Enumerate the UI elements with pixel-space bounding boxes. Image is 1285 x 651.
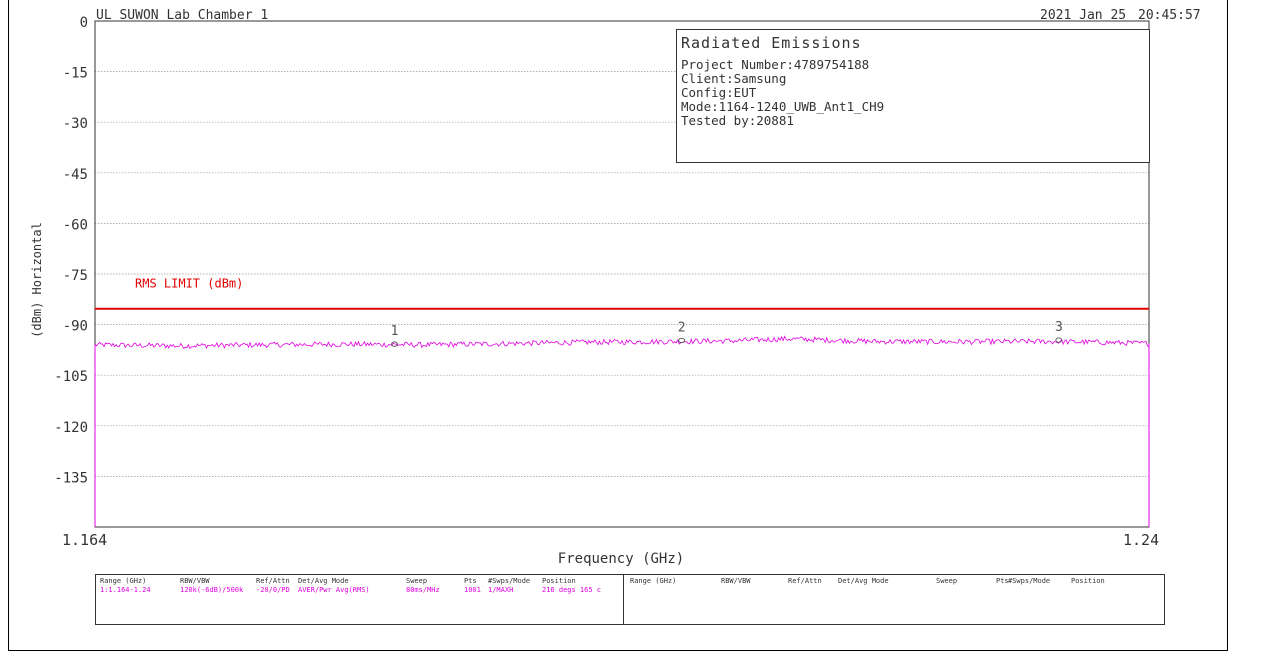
x-tick-start: 1.164 xyxy=(62,531,107,549)
param-value: 80ms/MHz xyxy=(406,586,440,594)
y-tick-label: -90 xyxy=(63,319,88,335)
info-box: Radiated Emissions Project Number:478975… xyxy=(676,29,1150,163)
param-header: Sweep xyxy=(936,577,958,585)
param-value: 1/MAXH xyxy=(488,586,514,594)
param-header: Range (GHz) xyxy=(630,577,677,585)
info-client: Client:Samsung xyxy=(681,71,787,86)
report-time: 20:45:57 xyxy=(1138,8,1201,23)
info-title: Radiated Emissions xyxy=(681,34,862,52)
marker-label: 2 xyxy=(678,320,686,335)
y-tick-label: -75 xyxy=(63,268,88,284)
x-tick-end: 1.24 xyxy=(1123,531,1159,549)
param-header: Range (GHz) xyxy=(100,577,147,585)
param-value: -20/0/PD xyxy=(256,586,290,594)
y-tick-label: -30 xyxy=(63,116,88,132)
x-axis-label: Frequency (GHz) xyxy=(558,551,684,567)
page-frame-right xyxy=(1227,0,1228,651)
emission-trace xyxy=(94,335,1150,350)
marker-point xyxy=(391,341,399,347)
rms-limit-label: RMS LIMIT (dBm) xyxy=(135,276,243,290)
param-header: Position xyxy=(542,577,576,585)
param-value: 1:1.164-1.24 xyxy=(100,586,151,594)
param-header: Det/Avg Mode xyxy=(298,577,349,585)
y-tick-label: 0 xyxy=(80,15,88,31)
param-header: Det/Avg Mode xyxy=(838,577,889,585)
plot-area-border xyxy=(94,20,1150,528)
param-header: Ref/Attn xyxy=(256,577,290,585)
y-tick-label: -60 xyxy=(63,217,88,233)
marker-point xyxy=(678,337,686,344)
info-tested-by: Tested by:20881 xyxy=(681,113,794,128)
y-tick-label: -15 xyxy=(63,66,88,82)
y-axis-ticks: 0 -15 -30 -45 -60 -75 -90 -105 -120 -135 xyxy=(54,15,88,486)
param-value: 120k(-6dB)/500k xyxy=(180,586,244,594)
param-header: Sweep xyxy=(406,577,428,585)
peak-markers: 1 2 3 xyxy=(391,320,1063,347)
y-tick-label: -120 xyxy=(54,420,88,436)
lab-name: UL SUWON Lab Chamber 1 xyxy=(96,8,269,23)
param-header: Position xyxy=(1071,577,1105,585)
param-header: RBW/VBW xyxy=(180,577,210,585)
param-header: RBW/VBW xyxy=(721,577,751,585)
sweep-parameters-table: Range (GHz) 1:1.164-1.24 RBW/VBW 120k(-6dB)… xyxy=(95,574,1165,625)
marker-label: 3 xyxy=(1055,320,1063,335)
report-date: 2021 Jan 25 xyxy=(1040,8,1127,23)
y-axis-label: (dBm) Horizontal xyxy=(30,222,44,338)
info-project-number: Project Number:4789754188 xyxy=(681,57,870,72)
y-tick-label: -135 xyxy=(54,470,88,486)
param-value: 1001 xyxy=(464,586,481,594)
marker-label: 1 xyxy=(391,324,399,339)
page-frame-left xyxy=(8,0,9,651)
marker-point xyxy=(1055,337,1063,343)
param-value: AVER/Pwr Avg(RMS) xyxy=(298,586,370,594)
param-header: Ref/Attn xyxy=(788,577,822,585)
y-tick-label: -105 xyxy=(54,369,88,385)
info-config: Config:EUT xyxy=(681,85,757,100)
param-value: 216 degs 165 c xyxy=(542,586,602,594)
info-mode: Mode:1164-1240_UWB_Ant1_CH9 xyxy=(681,99,885,114)
y-tick-label: -45 xyxy=(63,167,88,183)
table-divider xyxy=(623,575,624,624)
param-header: Pts xyxy=(464,577,477,585)
param-header: #Swps/Mode xyxy=(1008,577,1051,585)
param-header: #Swps/Mode xyxy=(488,577,531,585)
param-header: Pts xyxy=(996,577,1009,585)
